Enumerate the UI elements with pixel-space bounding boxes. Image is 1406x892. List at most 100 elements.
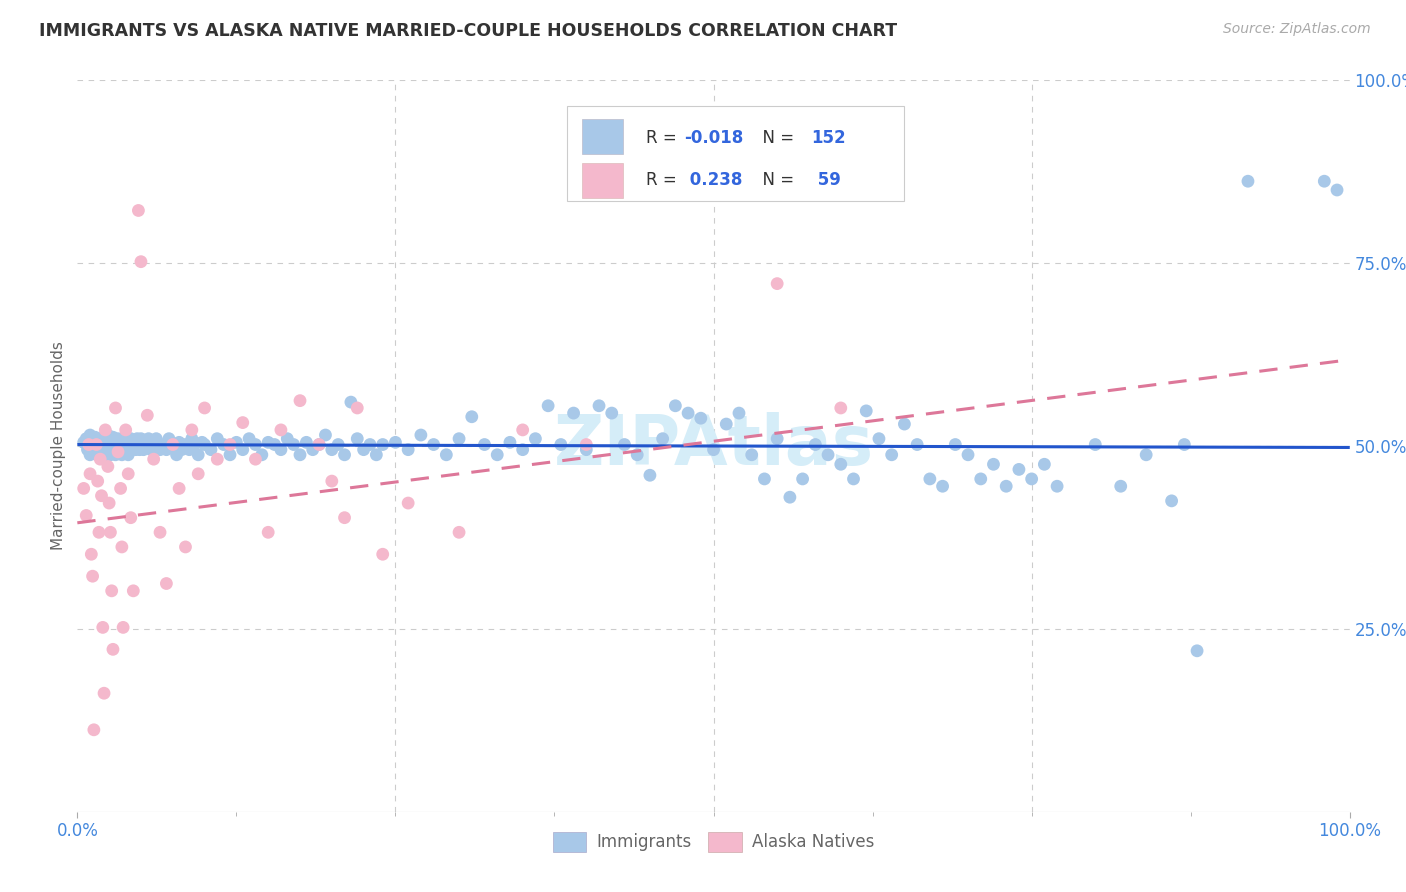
Point — [121, 442, 143, 457]
Text: N =: N = — [752, 129, 799, 147]
Point — [1084, 437, 1107, 451]
Point — [114, 423, 136, 437]
Point — [905, 437, 928, 451]
Point — [804, 437, 827, 451]
Point — [89, 432, 111, 446]
Point — [79, 448, 101, 462]
Point — [77, 437, 100, 451]
Point — [449, 432, 471, 446]
Point — [142, 452, 165, 467]
Point — [575, 442, 598, 457]
Point — [91, 442, 114, 457]
Point — [76, 442, 98, 457]
Point — [125, 442, 148, 457]
Point — [728, 406, 751, 420]
Point — [207, 452, 229, 467]
Point — [117, 448, 139, 462]
Point — [396, 442, 419, 457]
Point — [98, 435, 121, 450]
Point — [128, 442, 150, 457]
Point — [117, 467, 139, 481]
Point — [257, 435, 280, 450]
Point — [245, 437, 267, 451]
Point — [124, 437, 146, 451]
Point — [98, 442, 121, 457]
Point — [245, 452, 267, 467]
Point — [1326, 183, 1348, 197]
Point — [94, 439, 117, 453]
Point — [219, 448, 242, 462]
FancyBboxPatch shape — [582, 163, 623, 198]
Point — [127, 203, 149, 218]
Point — [219, 437, 242, 451]
Point — [187, 467, 209, 481]
Point — [943, 437, 966, 451]
Point — [276, 432, 298, 446]
Point — [114, 442, 136, 457]
Point — [396, 496, 419, 510]
Point — [174, 540, 197, 554]
Point — [366, 448, 388, 462]
Text: R =: R = — [647, 171, 682, 189]
Point — [149, 442, 172, 457]
Point — [263, 437, 285, 451]
Text: IMMIGRANTS VS ALASKA NATIVE MARRIED-COUPLE HOUSEHOLDS CORRELATION CHART: IMMIGRANTS VS ALASKA NATIVE MARRIED-COUP… — [39, 22, 897, 40]
Point — [80, 547, 103, 561]
Point — [93, 686, 115, 700]
Point — [86, 433, 108, 447]
Point — [384, 435, 406, 450]
Point — [1135, 448, 1157, 462]
Point — [422, 437, 444, 451]
Point — [127, 437, 149, 451]
Point — [238, 432, 260, 446]
Point — [638, 468, 661, 483]
Point — [333, 510, 356, 524]
Point — [101, 430, 124, 444]
Point — [80, 439, 103, 453]
Point — [145, 432, 167, 446]
Point — [333, 448, 356, 462]
Point — [250, 448, 273, 462]
Point — [970, 472, 993, 486]
Point — [550, 437, 572, 451]
Point — [995, 479, 1018, 493]
Point — [103, 442, 125, 457]
Point — [75, 508, 97, 523]
Point — [499, 435, 522, 450]
Point — [270, 423, 292, 437]
Point — [689, 411, 711, 425]
Point — [1046, 479, 1069, 493]
Point — [138, 432, 160, 446]
Point — [97, 459, 120, 474]
Point — [111, 448, 134, 462]
Point — [87, 525, 110, 540]
Point — [328, 437, 350, 451]
Point — [153, 437, 176, 451]
Point — [754, 472, 776, 486]
Point — [82, 432, 104, 446]
Point — [112, 620, 135, 634]
Point — [353, 442, 375, 457]
Point — [155, 576, 177, 591]
Point — [115, 435, 138, 450]
Point — [112, 432, 135, 446]
Point — [931, 479, 953, 493]
Point — [588, 399, 610, 413]
Point — [166, 448, 188, 462]
Point — [792, 472, 814, 486]
Point — [409, 428, 432, 442]
Point — [212, 437, 235, 451]
Point — [90, 489, 112, 503]
Point — [321, 474, 343, 488]
Point — [84, 430, 107, 444]
Point — [880, 448, 903, 462]
Point — [155, 442, 177, 457]
Point — [75, 432, 97, 446]
Point — [98, 496, 121, 510]
Point — [83, 437, 105, 451]
Point — [139, 442, 162, 457]
Point — [191, 435, 214, 450]
Point — [676, 406, 699, 420]
Point — [94, 448, 117, 462]
Point — [132, 442, 155, 457]
